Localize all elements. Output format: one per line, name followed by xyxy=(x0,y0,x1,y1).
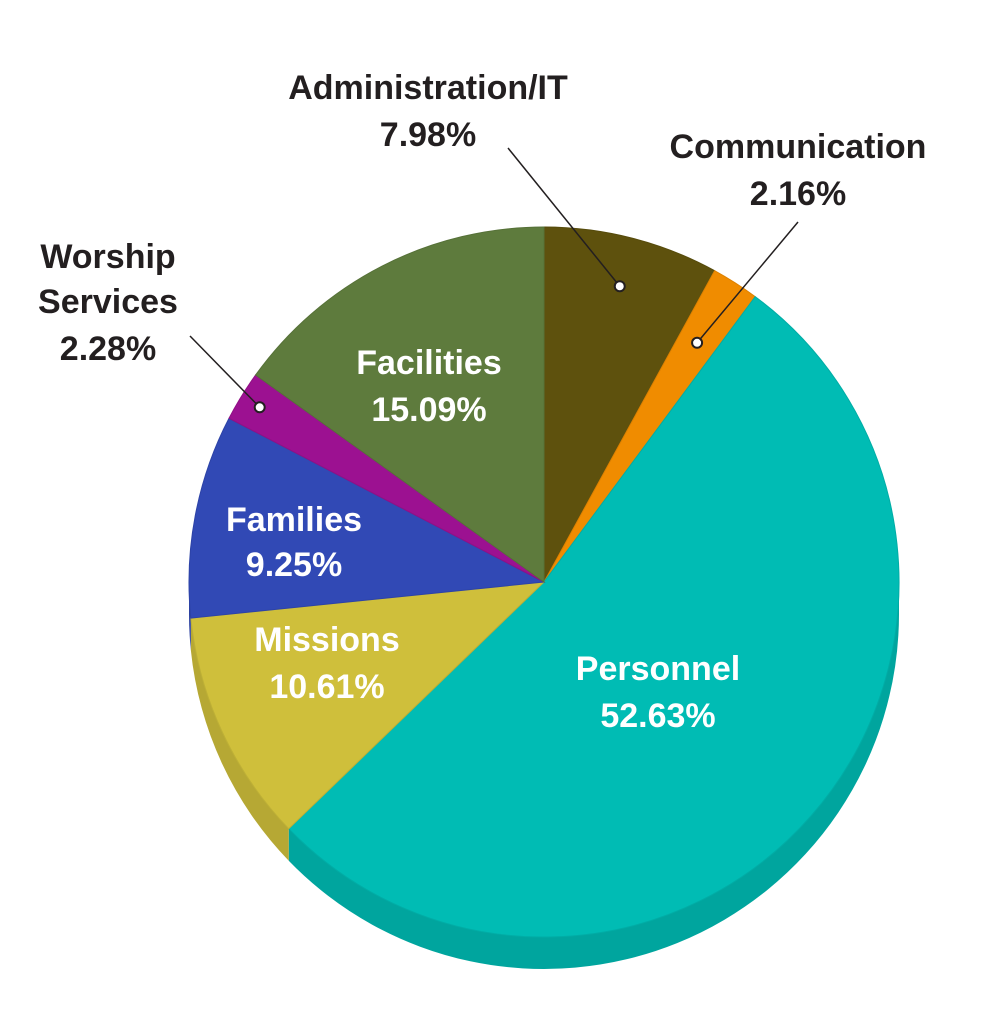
leader-line-administration-it xyxy=(507,147,621,287)
slice-label-administration-it-value: 7.98% xyxy=(380,116,476,154)
slice-label-facilities-name: Facilities xyxy=(356,344,502,382)
pie-edge-layer xyxy=(189,582,900,969)
slice-label-layer: Administration/IT 7.98% Communication 2.16%… xyxy=(38,69,926,735)
pie-slice-facilities xyxy=(254,226,545,583)
slice-label-communication-name: Communication xyxy=(670,128,927,166)
pie-slice-administration-it xyxy=(543,226,716,583)
slice-label-personnel-name: Personnel xyxy=(576,650,740,688)
leader-dot-administration-it xyxy=(613,280,626,293)
leader-line-layer xyxy=(189,147,799,414)
leader-line-worship-services xyxy=(189,335,261,408)
leader-dot-communication xyxy=(691,336,704,349)
leader-dot-worship-services xyxy=(253,401,266,414)
slice-label-worship-services-value: 2.28% xyxy=(60,330,156,368)
slice-label-facilities-value: 15.09% xyxy=(371,391,486,429)
pie-slice-layer xyxy=(188,226,900,938)
pie-slice-missions xyxy=(190,581,546,830)
slice-label-missions-name: Missions xyxy=(254,621,399,659)
slice-label-families-name: Families xyxy=(226,501,362,539)
slice-label-administration-it-name: Administration/IT xyxy=(288,69,568,107)
slice-label-families-value: 9.25% xyxy=(246,546,342,584)
pie-slice-families xyxy=(188,417,546,619)
slice-label-worship-services-name: Services xyxy=(38,283,178,321)
pie-edge-families xyxy=(189,582,191,651)
leader-line-communication xyxy=(696,221,799,344)
slice-label-missions-value: 10.61% xyxy=(269,668,384,706)
slice-label-communication-value: 2.16% xyxy=(750,175,846,213)
pie-slice-personnel xyxy=(288,295,900,938)
slice-label-personnel-value: 52.63% xyxy=(600,697,715,735)
pie-edge-missions xyxy=(190,618,289,861)
slice-label-worship-services-name: Worship xyxy=(40,238,175,276)
